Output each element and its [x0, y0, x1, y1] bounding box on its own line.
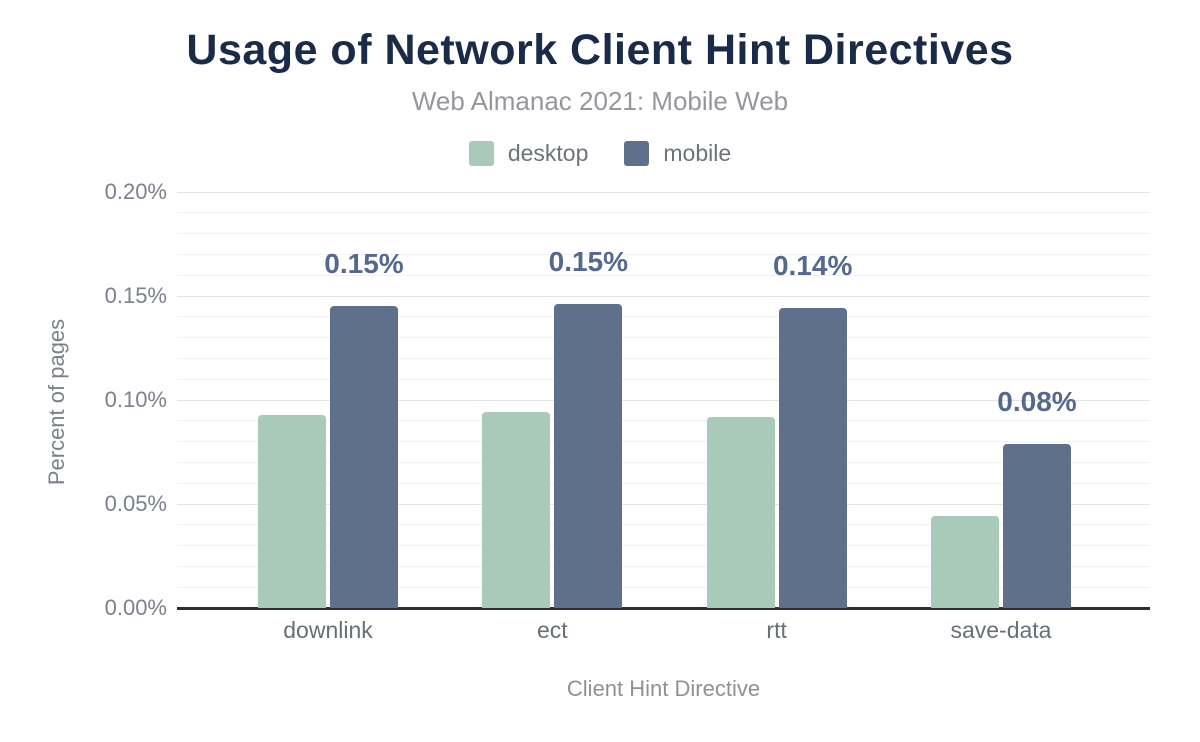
minor-gridline: [177, 357, 1150, 359]
mobile-swatch-icon: [624, 140, 650, 166]
minor-gridline: [177, 461, 1150, 463]
minor-gridline: [177, 274, 1150, 276]
bar-mobile-ect[interactable]: [554, 304, 623, 608]
data-label-mobile-downlink: 0.15%: [324, 248, 404, 280]
y-axis-ticks: 0.00% 0.05% 0.10% 0.15% 0.20%: [0, 179, 167, 620]
major-gridline: [177, 503, 1150, 505]
legend-item-mobile[interactable]: mobile: [624, 140, 731, 167]
desktop-swatch-icon: [468, 140, 494, 166]
chart-title: Usage of Network Client Hint Directives: [186, 26, 1014, 74]
data-label-mobile-ect: 0.15%: [548, 246, 629, 278]
y-tick-label: 0.20%: [104, 179, 167, 204]
bar-mobile-downlink[interactable]: [330, 306, 398, 608]
bar-desktop-rtt[interactable]: [706, 416, 775, 608]
minor-gridline: [177, 420, 1150, 422]
data-label-mobile-save-data: 0.08%: [997, 385, 1077, 417]
major-gridline: [177, 295, 1150, 297]
bar-desktop-ect[interactable]: [482, 412, 551, 608]
x-axis-line: [177, 607, 1150, 610]
legend-item-desktop[interactable]: desktop: [468, 139, 589, 167]
y-tick-label: 0.10%: [104, 387, 167, 412]
data-label-mobile-rtt: 0.14%: [772, 250, 853, 282]
bar-desktop-save-data[interactable]: [930, 516, 999, 608]
legend-label-mobile: mobile: [663, 139, 732, 166]
chart-subtitle: Web Almanac 2021: Mobile Web: [411, 86, 789, 116]
x-axis-ticks: downlink ect rtt save-data: [177, 617, 1150, 645]
minor-gridline: [177, 524, 1150, 526]
minor-gridline: [177, 565, 1150, 567]
minor-gridline: [177, 233, 1150, 235]
y-tick-label: 0.05%: [104, 491, 167, 516]
minor-gridline: [177, 253, 1150, 255]
x-tick-label-ect: ect: [536, 617, 568, 643]
plot-area: 0.15% 0.15% 0.14% 0.08%: [177, 191, 1150, 610]
minor-gridline: [177, 316, 1150, 318]
x-tick-label-downlink: downlink: [283, 617, 373, 643]
legend-label-desktop: desktop: [507, 139, 589, 166]
minor-gridline: [177, 378, 1150, 380]
minor-gridline: [177, 482, 1150, 484]
minor-gridline: [177, 441, 1150, 443]
y-tick-label: 0.15%: [104, 283, 167, 308]
major-gridline: [177, 399, 1150, 401]
minor-gridline: [177, 586, 1150, 588]
x-tick-label-rtt: rtt: [766, 617, 787, 643]
bar-mobile-rtt[interactable]: [778, 308, 847, 608]
minor-gridline: [177, 212, 1150, 214]
minor-gridline: [177, 337, 1150, 339]
minor-gridline: [177, 545, 1150, 547]
legend: desktop mobile: [0, 139, 1200, 167]
x-axis-title: Client Hint Directive: [566, 676, 761, 701]
y-tick-label: 0.00%: [104, 595, 167, 620]
x-tick-label-save-data: save-data: [950, 617, 1052, 643]
bar-desktop-downlink[interactable]: [258, 414, 326, 608]
bar-mobile-save-data[interactable]: [1002, 443, 1071, 608]
major-gridline: [177, 191, 1150, 193]
